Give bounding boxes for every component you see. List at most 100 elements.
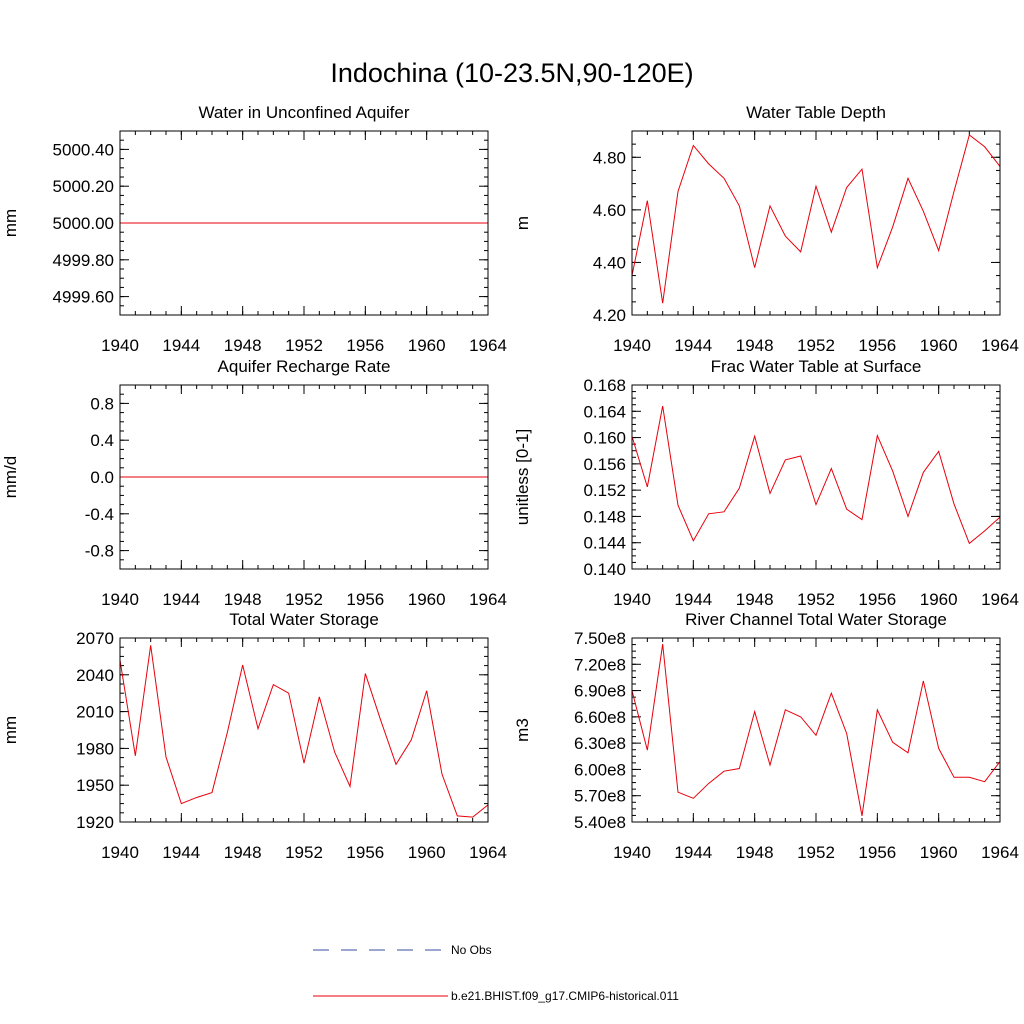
chart-title: Water in Unconfined Aquifer — [198, 103, 409, 122]
series-line-1 — [119, 645, 489, 818]
series-line-1 — [631, 644, 1001, 816]
y-tick-label: 0.8 — [90, 394, 114, 413]
x-tick-label: 1948 — [736, 590, 774, 609]
y-tick-label: 2040 — [76, 666, 114, 685]
x-tick-label: 1948 — [224, 590, 262, 609]
x-tick-label: 1940 — [101, 336, 139, 355]
y-tick-label: 6.00e8 — [574, 760, 626, 779]
y-tick-label: 6.30e8 — [574, 734, 626, 753]
panel-grid: Water in Unconfined Aquifer mm 1940 1944 194… — [1, 103, 1019, 862]
y-tick-label: 6.60e8 — [574, 708, 626, 727]
x-tick-label: 1964 — [981, 590, 1019, 609]
y-tick-label: 0.148 — [583, 507, 626, 526]
x-tick-label: 1960 — [920, 590, 958, 609]
x-tick-label: 1948 — [736, 843, 774, 862]
y-tick-label: 4999.80 — [53, 251, 114, 270]
x-tick-label: 1944 — [162, 336, 200, 355]
y-tick-label: 5000.00 — [53, 214, 114, 233]
plot-frame — [119, 637, 489, 823]
y-tick-label: 1980 — [76, 739, 114, 758]
series-line-1 — [631, 405, 1001, 545]
y-tick-label: 7.20e8 — [574, 655, 626, 674]
x-tick-label: 1940 — [613, 590, 651, 609]
y-tick-label: 2070 — [76, 629, 114, 648]
chart-title: Aquifer Recharge Rate — [218, 357, 391, 376]
y-axis-label: m — [513, 216, 532, 230]
y-tick-label: 0.156 — [583, 455, 626, 474]
y-tick-label: 0.164 — [583, 402, 626, 421]
x-tick-label: 1956 — [858, 843, 896, 862]
y-tick-label: -0.8 — [85, 542, 114, 561]
x-tick-label: 1960 — [408, 843, 446, 862]
x-tick-label: 1944 — [162, 843, 200, 862]
y-axis-label: mm — [1, 716, 20, 744]
y-tick-label: 5.40e8 — [574, 813, 626, 832]
x-tick-label: 1956 — [346, 843, 384, 862]
chart-panel-3: Aquifer Recharge Rate mm/d 1940 1944 1948 195… — [1, 357, 507, 609]
chart-panel-1: Water in Unconfined Aquifer mm 1940 1944 194… — [1, 103, 507, 355]
x-tick-label: 1940 — [101, 843, 139, 862]
x-tick-label: 1952 — [285, 590, 323, 609]
legend-model-label: b.e21.BHIST.f09_g17.CMIP6-historical.011 — [451, 989, 679, 1003]
legend: No Obs b.e21.BHIST.f09_g17.CMIP6-histori… — [313, 943, 679, 1003]
x-tick-label: 1964 — [981, 336, 1019, 355]
y-tick-label: 0.160 — [583, 429, 626, 448]
x-tick-label: 1964 — [469, 336, 507, 355]
chart-title: Total Water Storage — [229, 610, 379, 629]
y-tick-label: 5.70e8 — [574, 787, 626, 806]
x-tick-label: 1940 — [101, 590, 139, 609]
y-tick-label: 1950 — [76, 776, 114, 795]
y-tick-label: 0.140 — [583, 560, 626, 579]
legend-obs-label: No Obs — [451, 943, 492, 957]
y-tick-label: 4.20 — [593, 306, 626, 325]
y-tick-label: 0.4 — [90, 431, 114, 450]
y-tick-label: 0.168 — [583, 376, 626, 395]
x-tick-label: 1948 — [224, 843, 262, 862]
y-tick-label: 0.152 — [583, 481, 626, 500]
x-tick-label: 1964 — [469, 590, 507, 609]
x-tick-label: 1952 — [797, 843, 835, 862]
y-tick-label: 2010 — [76, 703, 114, 722]
x-tick-label: 1956 — [346, 590, 384, 609]
x-tick-label: 1964 — [981, 843, 1019, 862]
y-tick-label: 7.50e8 — [574, 629, 626, 648]
chart-title: River Channel Total Water Storage — [685, 610, 947, 629]
x-tick-label: 1964 — [469, 843, 507, 862]
x-tick-label: 1944 — [674, 843, 712, 862]
y-tick-label: 4.60 — [593, 201, 626, 220]
plot-frame — [119, 384, 489, 570]
x-tick-label: 1960 — [920, 336, 958, 355]
plot-frame — [631, 130, 1001, 316]
chart-panel-6: River Channel Total Water Storage m3 1940 1… — [513, 610, 1019, 862]
y-axis-label: m3 — [513, 718, 532, 742]
y-tick-label: -0.4 — [85, 505, 114, 524]
chart-panel-4: Frac Water Table at Surface unitless [0-1… — [513, 357, 1019, 609]
x-tick-label: 1952 — [285, 336, 323, 355]
y-tick-label: 4.80 — [593, 148, 626, 167]
x-tick-label: 1944 — [674, 590, 712, 609]
y-tick-label: 1920 — [76, 813, 114, 832]
y-axis-label: mm/d — [1, 456, 20, 499]
x-tick-label: 1948 — [224, 336, 262, 355]
y-tick-label: 4999.60 — [53, 288, 114, 307]
x-tick-label: 1956 — [346, 336, 384, 355]
x-tick-label: 1944 — [162, 590, 200, 609]
plot-frame — [119, 130, 489, 316]
chart-title: Frac Water Table at Surface — [711, 357, 922, 376]
y-tick-label: 0.144 — [583, 534, 626, 553]
plot-frame — [631, 384, 1001, 570]
chart-title: Water Table Depth — [746, 103, 886, 122]
y-tick-label: 5000.40 — [53, 140, 114, 159]
x-tick-label: 1960 — [920, 843, 958, 862]
x-tick-label: 1956 — [858, 336, 896, 355]
x-tick-label: 1960 — [408, 336, 446, 355]
x-tick-label: 1940 — [613, 336, 651, 355]
x-tick-label: 1948 — [736, 336, 774, 355]
x-tick-label: 1952 — [797, 336, 835, 355]
x-tick-label: 1940 — [613, 843, 651, 862]
x-tick-label: 1956 — [858, 590, 896, 609]
chart-panel-5: Total Water Storage mm 1940 1944 1948 1952 195… — [1, 610, 507, 862]
y-tick-label: 6.90e8 — [574, 682, 626, 701]
y-axis-label: mm — [1, 209, 20, 237]
x-tick-label: 1960 — [408, 590, 446, 609]
